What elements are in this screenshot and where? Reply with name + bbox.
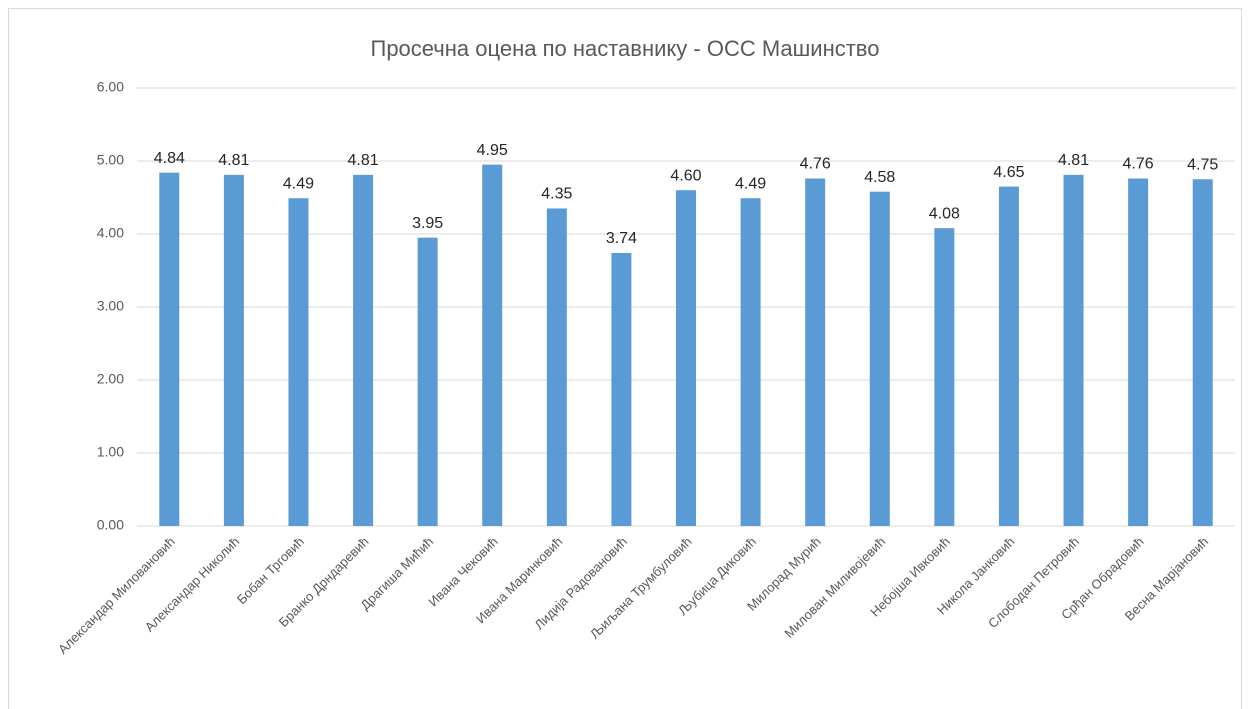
bar [159,172,180,526]
data-label: 4.95 [477,142,508,159]
y-tick-label: 1.00 [97,444,124,460]
data-label: 4.75 [1187,156,1218,173]
data-label: 4.76 [800,156,831,173]
bar [676,190,696,526]
bar [288,198,309,527]
y-tick-label: 6.00 [97,79,124,95]
data-label: 4.58 [864,169,895,186]
bar [740,198,761,527]
bar [546,208,567,526]
bar [998,186,1019,527]
data-label: 3.74 [606,230,637,247]
bar [1128,178,1149,526]
data-label: 4.81 [1058,152,1089,169]
y-tick-label: 3.00 [97,298,124,314]
data-label: 4.49 [735,175,766,192]
data-label: 4.84 [154,150,185,167]
data-label: 4.81 [347,152,378,169]
bar [1192,179,1213,526]
bar [805,178,826,526]
bar [417,237,438,526]
y-tick-label: 4.00 [97,225,124,241]
bar [353,174,374,526]
data-label: 4.65 [993,164,1024,181]
data-label: 3.95 [412,215,443,232]
data-label: 4.08 [929,205,960,222]
data-label: 4.76 [1123,156,1154,173]
data-label: 4.49 [283,175,314,192]
y-tick-label: 0.00 [97,517,124,533]
data-label: 4.81 [218,152,249,169]
y-tick-label: 5.00 [97,152,124,168]
bar [223,174,244,526]
y-tick-label: 2.00 [97,371,124,387]
data-label: 4.60 [670,167,701,184]
bar [1063,174,1084,526]
bar [869,191,890,526]
bar [934,228,955,526]
bar [482,164,503,526]
bar [611,252,632,527]
chart-title: Просечна оцена по наставнику - ОСС Машин… [371,36,880,61]
data-label: 4.35 [541,186,572,203]
